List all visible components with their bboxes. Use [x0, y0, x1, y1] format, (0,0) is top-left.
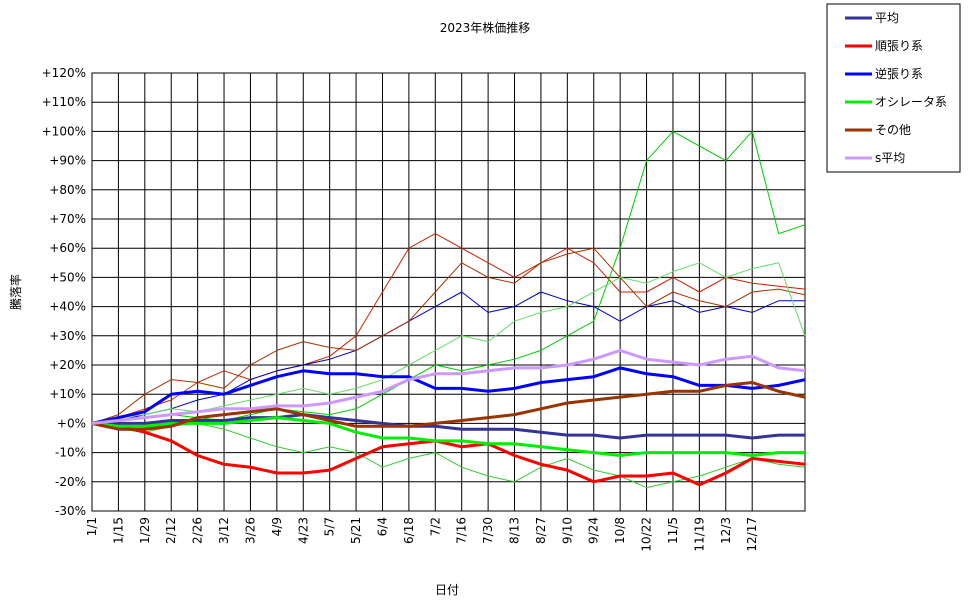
- x-tick-label: 1/15: [111, 517, 125, 544]
- x-tick-label: 2/26: [191, 517, 205, 544]
- y-tick-label: +10%: [49, 387, 86, 401]
- y-tick-label: +20%: [49, 358, 86, 372]
- series-line: [91, 366, 806, 425]
- y-tick-label: -30%: [55, 504, 86, 518]
- x-tick-label: 5/21: [349, 517, 363, 544]
- y-tick-label: +100%: [42, 124, 86, 138]
- series-line: [91, 421, 806, 487]
- x-tick-label: 1/1: [85, 517, 99, 536]
- y-tick-label: -20%: [55, 475, 86, 489]
- x-tick-label: 4/23: [296, 517, 310, 544]
- legend-box: [826, 3, 961, 173]
- y-tick-label: +110%: [42, 95, 86, 109]
- x-tick-label: 6/4: [375, 517, 389, 536]
- x-tick-label: 9/24: [587, 517, 601, 544]
- x-tick-label: 8/13: [508, 517, 522, 544]
- x-tick-label: 12/17: [745, 517, 759, 552]
- x-tick-label: 8/27: [534, 517, 548, 544]
- y-tick-label: +120%: [42, 66, 86, 80]
- x-tick-label: 4/9: [270, 517, 284, 536]
- y-tick-label: +50%: [49, 270, 86, 284]
- series-line: [91, 416, 805, 457]
- plot-area: [91, 72, 806, 512]
- series-line: [92, 413, 805, 440]
- y-tick-label: +70%: [49, 212, 86, 226]
- x-tick-label: 3/12: [217, 517, 231, 544]
- x-tick-label: 2/12: [164, 517, 178, 544]
- y-tick-label: +40%: [49, 300, 86, 314]
- legend-label: その他: [875, 123, 911, 137]
- chart-title: 2023年株価推移: [440, 20, 531, 35]
- y-tick-label: +90%: [49, 154, 86, 168]
- x-tick-label: 10/22: [640, 517, 654, 552]
- thin-line: [91, 247, 806, 424]
- x-tick-label: 5/7: [323, 517, 337, 536]
- x-tick-label: 7/2: [428, 517, 442, 536]
- series-line: [91, 348, 806, 425]
- legend-label: 順張り系: [875, 39, 923, 53]
- legend-label: オシレータ系: [875, 95, 947, 109]
- y-tick-label: +0%: [57, 416, 86, 430]
- y-axis-label: 騰落率: [8, 274, 23, 310]
- x-tick-label: 12/3: [719, 517, 733, 544]
- x-tick-label: 6/18: [402, 517, 416, 544]
- y-tick-label: +80%: [49, 183, 86, 197]
- y-tick-label: +60%: [49, 241, 86, 255]
- series-line: [91, 381, 806, 431]
- thin-line: [91, 233, 806, 424]
- x-tick-label: 7/30: [481, 517, 495, 544]
- legend-label: 逆張り系: [875, 66, 923, 81]
- x-tick-label: 9/10: [560, 517, 574, 544]
- x-tick-label: 11/5: [666, 517, 680, 544]
- thin-line: [91, 291, 805, 424]
- x-tick-label: 3/26: [243, 517, 257, 544]
- legend-label: 平均: [875, 11, 899, 25]
- x-tick-label: 11/19: [692, 517, 706, 552]
- x-tick-label: 10/8: [613, 517, 627, 544]
- y-tick-label: -10%: [55, 446, 86, 460]
- x-tick-label: 7/16: [455, 517, 469, 544]
- y-tick-label: +30%: [49, 329, 86, 343]
- legend-label: s平均: [875, 151, 905, 165]
- x-axis-label: 日付: [435, 583, 459, 597]
- x-tick-label: 1/29: [138, 517, 152, 544]
